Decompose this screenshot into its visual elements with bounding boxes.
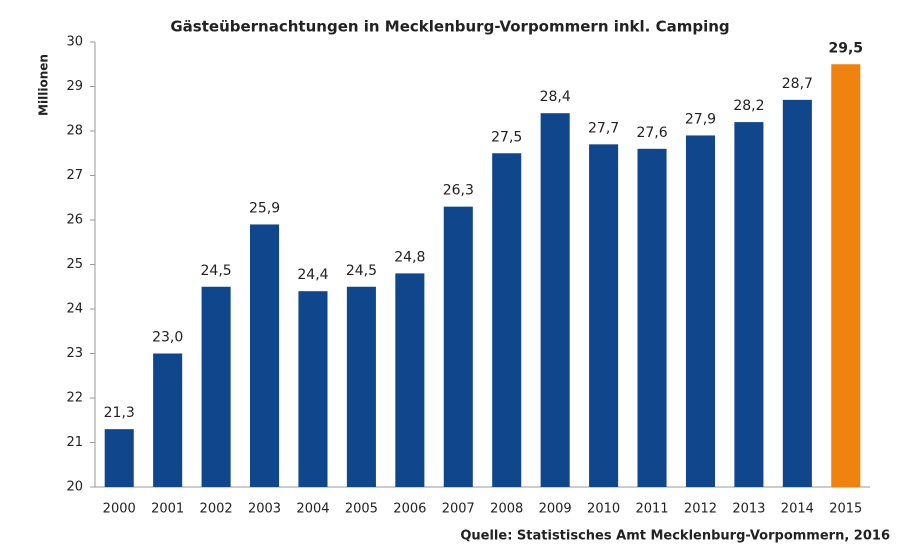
bar: [346, 286, 376, 487]
bar: [250, 224, 280, 487]
bar: [298, 291, 328, 487]
value-label: 28,7: [782, 76, 813, 92]
y-tick-label: 23: [66, 346, 83, 361]
x-tick-label: 2015: [829, 502, 862, 517]
value-label: 21,3: [104, 405, 135, 421]
x-tick-label: 2000: [103, 502, 136, 517]
x-tick-label: 2002: [200, 502, 233, 517]
y-tick-label: 27: [66, 168, 83, 183]
x-tick-label: 2006: [393, 502, 426, 517]
bar: [589, 144, 619, 487]
x-tick-label: 2010: [587, 502, 620, 517]
value-label: 27,9: [685, 111, 716, 127]
value-label: 28,4: [540, 89, 571, 105]
value-label: 24,5: [201, 263, 232, 279]
x-tick-label: 2014: [781, 502, 814, 517]
bar: [201, 286, 231, 487]
x-tick-label: 2004: [296, 502, 329, 517]
value-label: 24,5: [346, 263, 377, 279]
value-label: 27,6: [636, 125, 667, 141]
x-tick-label: 2012: [684, 502, 717, 517]
value-label: 27,5: [491, 129, 522, 145]
value-label: 29,5: [829, 40, 864, 56]
bar: [540, 113, 570, 487]
x-tick-label: 2005: [345, 502, 378, 517]
y-tick-label: 28: [66, 124, 83, 139]
y-axis-label: Millionen: [37, 54, 51, 116]
y-tick-label: 22: [66, 391, 83, 406]
y-tick-label: 26: [66, 213, 83, 228]
bar: [782, 99, 812, 487]
bar: [395, 273, 425, 487]
y-tick-label: 20: [66, 480, 83, 495]
bar: [831, 64, 861, 487]
x-tick-label: 2007: [442, 502, 475, 517]
bar: [734, 122, 764, 487]
value-label: 25,9: [249, 200, 280, 216]
y-tick-label: 30: [66, 35, 83, 50]
value-label: 24,4: [297, 267, 328, 283]
bar: [637, 148, 667, 488]
value-label: 27,7: [588, 120, 619, 136]
value-label: 24,8: [394, 249, 425, 265]
value-label: 23,0: [152, 330, 183, 346]
x-tick-label: 2013: [732, 502, 765, 517]
y-tick-label: 25: [66, 257, 83, 272]
bar: [153, 353, 183, 487]
x-tick-label: 2009: [539, 502, 572, 517]
x-tick-label: 2011: [635, 502, 668, 517]
source-note: Quelle: Statistisches Amt Mecklenburg-Vo…: [460, 529, 890, 544]
value-label: 26,3: [443, 183, 474, 199]
y-tick-label: 29: [66, 79, 83, 94]
x-tick-label: 2003: [248, 502, 281, 517]
x-tick-label: 2008: [490, 502, 523, 517]
y-tick-label: 24: [66, 302, 83, 317]
bar: [443, 206, 473, 487]
bar: [492, 153, 522, 487]
chart-title: Gästeübernachtungen in Mecklenburg-Vorpo…: [170, 18, 729, 36]
bar: [104, 429, 134, 487]
bar: [685, 135, 715, 487]
value-label: 28,2: [733, 98, 764, 114]
y-tick-label: 21: [66, 435, 83, 450]
x-tick-label: 2001: [151, 502, 184, 517]
